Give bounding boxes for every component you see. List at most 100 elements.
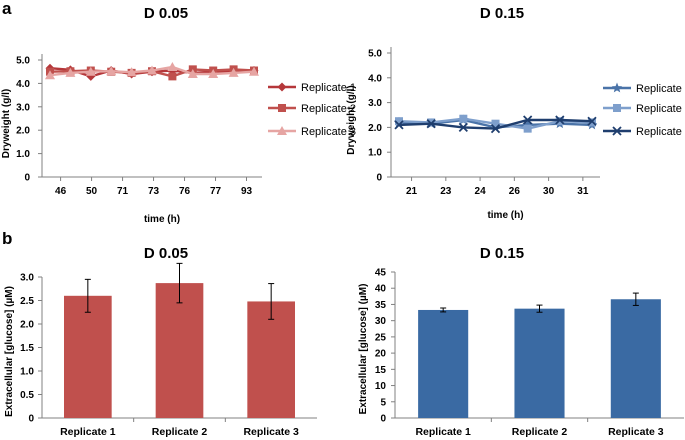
category-label-3: Replicate 3	[243, 426, 299, 438]
y-tick-label: 4.0	[16, 79, 30, 90]
y-tick-label: 45	[375, 268, 387, 279]
y-tick-label: 25	[375, 332, 387, 343]
data-point-3	[147, 65, 157, 75]
x-axis-label: time (h)	[144, 214, 180, 225]
y-tick-label: 3.0	[16, 102, 30, 113]
y-tick-label: 2.0	[16, 126, 30, 137]
data-point-3	[65, 67, 76, 77]
y-tick-label: 1.0	[20, 367, 34, 378]
bar-1	[64, 295, 112, 418]
data-point-3	[167, 62, 178, 72]
y-tick-label: 0	[28, 414, 34, 425]
line-chart-d015: D 0.15 0 1.0 2.0 3.0 4.0 5.0 21 23 24 26 30 31 time (…	[346, 5, 685, 221]
y-axis-label: Extracellular [glucose] (µM)	[358, 284, 369, 415]
bar-chart-d005: D 0.05 0 0.5 1.0 1.5 2.0 2.5 3.0 Extracellular […	[4, 245, 317, 438]
data-point-2	[395, 117, 403, 126]
x-tick-label: 26	[509, 186, 521, 197]
y-axis-label: Dryweight (g/l)	[346, 85, 357, 154]
chart-title: D 0.15	[480, 5, 524, 22]
line-chart-d005: D 0.05 0 1.0 2.0 3.0 4.0 5.0 46 50 71 73 76 77 93 time…	[1, 5, 356, 225]
panel-label-a: a	[2, 0, 12, 18]
x-tick-label: 71	[117, 186, 129, 197]
legend-label-2: Replicate 2	[636, 103, 685, 115]
legend-label-3: Replicate 3	[636, 126, 685, 138]
x-axis-label: time (h)	[487, 210, 523, 221]
data-point-3	[458, 122, 468, 133]
data-point-3	[523, 115, 533, 125]
data-point-3	[126, 67, 137, 77]
bar-chart-d015: D 0.15 0 5 10 15 20 25 30 35 40 45 Extracellular [g…	[358, 245, 684, 438]
x-tick-label: 21	[406, 186, 418, 197]
y-tick-label: 5.0	[368, 49, 382, 60]
legend-label-2: Replicate 2	[301, 103, 356, 115]
legend-marker-3	[612, 126, 622, 136]
legend-marker-2	[278, 104, 286, 112]
y-tick-label: 40	[375, 284, 387, 295]
data-point-3	[426, 119, 436, 129]
bar-2	[155, 283, 204, 418]
x-tick-label: 30	[543, 186, 555, 197]
x-tick-label: 50	[86, 186, 98, 197]
data-point-3	[106, 66, 117, 76]
x-tick-label: 93	[241, 186, 253, 197]
data-point-3	[490, 124, 501, 134]
data-point-3	[208, 69, 219, 79]
bar-1	[418, 309, 469, 418]
category-label-2: Replicate 2	[152, 426, 208, 438]
y-tick-label: 1.5	[20, 343, 34, 354]
data-point-3	[85, 66, 96, 76]
data-point-3	[394, 120, 404, 130]
x-tick-label: 76	[179, 186, 191, 197]
y-tick-label: 5	[380, 397, 386, 408]
category-label-1: Replicate 1	[60, 426, 116, 438]
chart-title: D 0.15	[480, 245, 524, 262]
y-tick-label: 3.0	[20, 273, 34, 284]
chart-title: D 0.05	[144, 5, 188, 22]
legend-marker-1	[277, 82, 287, 92]
x-tick-label: 31	[577, 186, 589, 197]
category-label-3: Replicate 3	[608, 426, 664, 438]
data-point-3	[45, 70, 55, 80]
category-label-2: Replicate 2	[512, 426, 568, 438]
y-tick-label: 0.5	[20, 390, 34, 401]
data-point-1	[522, 119, 533, 130]
y-tick-label: 1.0	[16, 149, 30, 160]
y-tick-label: 0	[380, 414, 386, 425]
data-point-2	[459, 114, 468, 123]
y-tick-label: 20	[375, 349, 387, 360]
data-point-3	[249, 66, 259, 76]
y-axis-label: Extracellular [glucose] (µM)	[4, 286, 15, 417]
y-tick-label: 1.0	[368, 148, 382, 159]
y-tick-label: 3.0	[368, 98, 382, 109]
bar-3	[247, 301, 295, 418]
data-point-3	[228, 67, 239, 77]
legend-label-3: Replicate 3	[301, 126, 356, 138]
x-tick-label: 23	[440, 186, 452, 197]
y-tick-label: 2.0	[368, 123, 382, 134]
category-label-1: Replicate 1	[415, 426, 471, 438]
panel-label-b: b	[2, 229, 12, 248]
y-tick-label: 35	[375, 300, 387, 311]
y-tick-label: 4.0	[368, 73, 382, 84]
x-tick-label: 46	[55, 186, 67, 197]
bar-3	[610, 299, 661, 418]
y-tick-label: 2.5	[20, 296, 34, 307]
chart-title: D 0.05	[144, 245, 188, 262]
data-point-3	[555, 115, 565, 125]
legend-label-1: Replicate 1	[301, 82, 356, 94]
y-tick-label: 15	[375, 365, 387, 376]
data-point-3	[587, 116, 597, 126]
x-tick-label: 73	[148, 186, 160, 197]
bar-2	[514, 308, 565, 418]
y-axis-label: Dryweight (g/l)	[1, 89, 12, 158]
data-point-2	[523, 124, 532, 133]
data-point-2	[168, 72, 177, 81]
legend-marker-1	[611, 82, 623, 93]
x-tick-label: 24	[475, 186, 487, 197]
legend-marker-3	[277, 126, 287, 135]
y-tick-label: 0	[376, 173, 382, 184]
y-tick-label: 2.0	[20, 320, 34, 331]
y-tick-label: 5.0	[16, 56, 30, 67]
legend-label-1: Replicate 1	[636, 83, 685, 95]
